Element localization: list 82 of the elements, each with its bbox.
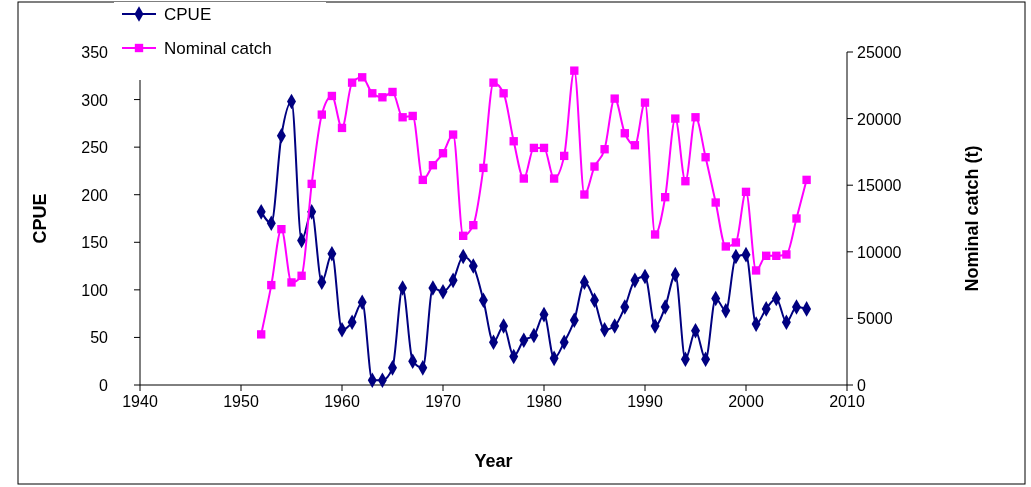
- point: [630, 141, 640, 150]
- x-tick-label: 1990: [627, 393, 663, 410]
- point: [347, 78, 357, 87]
- y-tick-label: 0: [99, 377, 109, 394]
- point: [327, 91, 337, 101]
- point: [782, 250, 791, 259]
- x-tick-label: 1980: [526, 393, 562, 410]
- point: [307, 179, 316, 189]
- point: [398, 113, 407, 122]
- y-tick-label: 300: [81, 91, 109, 109]
- y2-tick-label: 10000: [857, 243, 902, 261]
- point: [741, 187, 751, 197]
- y2-tick-label: 5000: [857, 310, 893, 328]
- point: [772, 251, 781, 260]
- point: [671, 114, 680, 123]
- y2-tick-label: 0: [857, 377, 866, 394]
- point: [388, 87, 397, 97]
- point: [600, 145, 609, 154]
- point: [448, 130, 458, 139]
- point: [277, 224, 286, 234]
- y-tick-label: 50: [90, 329, 109, 347]
- y2-tick-label: 25000: [857, 44, 902, 61]
- point: [650, 230, 660, 239]
- y-tick-label: 150: [81, 234, 109, 252]
- y-axis-title: CPUE: [30, 193, 50, 244]
- point: [549, 174, 559, 183]
- point: [408, 111, 417, 121]
- point: [731, 238, 741, 247]
- point: [368, 89, 377, 98]
- x-tick-label: 2010: [829, 393, 865, 410]
- point: [489, 78, 498, 87]
- x-tick-label: 1950: [223, 393, 259, 410]
- point: [681, 177, 690, 186]
- x-tick-label: 2000: [728, 393, 764, 410]
- point: [428, 161, 438, 170]
- point: [469, 220, 478, 230]
- point: [560, 151, 569, 161]
- point: [539, 143, 549, 153]
- point: [762, 251, 771, 260]
- x-tick-label: 1970: [425, 393, 461, 410]
- legend-label: CPUE: [164, 5, 212, 24]
- y-tick-label: 100: [81, 281, 109, 299]
- point: [418, 175, 427, 185]
- point: [519, 174, 528, 183]
- point: [570, 66, 579, 75]
- point: [580, 190, 589, 199]
- point: [610, 94, 619, 103]
- legend-label: Nominal catch: [164, 39, 272, 58]
- point: [620, 129, 629, 138]
- point: [337, 123, 347, 133]
- point: [499, 89, 508, 98]
- point: [529, 143, 539, 153]
- point: [691, 113, 700, 122]
- point: [509, 137, 518, 146]
- point: [661, 193, 670, 202]
- point: [802, 175, 811, 185]
- point: [358, 73, 367, 82]
- x-tick-label: 1940: [122, 393, 158, 410]
- point: [701, 153, 710, 162]
- y-tick-label: 250: [81, 139, 109, 157]
- x-tick-label: 1960: [324, 393, 360, 410]
- point: [267, 280, 276, 290]
- y2-tick-label: 15000: [857, 177, 902, 195]
- x-axis-title: Year: [474, 451, 513, 471]
- point: [792, 214, 801, 223]
- point: [721, 242, 730, 251]
- point: [287, 278, 296, 287]
- point: [459, 231, 468, 240]
- point: [711, 198, 720, 207]
- y2-tick-label: 20000: [857, 110, 902, 128]
- point: [378, 93, 387, 102]
- point: [257, 330, 266, 339]
- point: [640, 98, 650, 107]
- point: [297, 271, 306, 280]
- point: [438, 149, 448, 158]
- y-tick-label: 200: [81, 186, 109, 204]
- point: [590, 162, 599, 171]
- point: [751, 266, 761, 275]
- point: [479, 163, 488, 173]
- point: [317, 110, 326, 119]
- y2-axis-title: Nominal catch (t): [962, 145, 982, 292]
- y-tick-label: 350: [81, 44, 109, 61]
